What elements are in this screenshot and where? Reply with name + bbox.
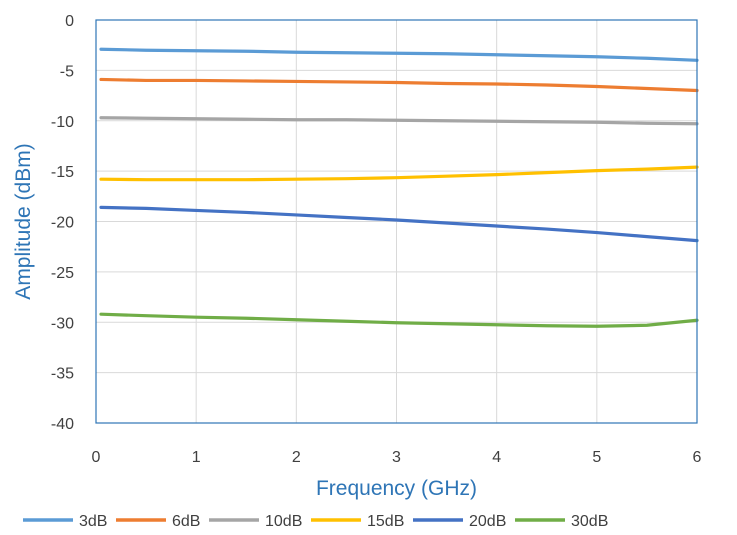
- series-lines: [99, 47, 699, 328]
- y-tick-label: -40: [51, 416, 74, 433]
- y-tick-label: -20: [51, 215, 74, 232]
- x-tick-label: 5: [592, 449, 601, 466]
- legend-label: 3dB: [79, 513, 107, 530]
- series-line-20db: [99, 205, 699, 243]
- series-line-15db: [99, 165, 699, 182]
- x-axis-ticks: 0 1 2 3 4 5 6: [92, 449, 702, 466]
- y-tick-label: 0: [65, 13, 74, 30]
- legend: 3dB 6dB 10dB 15dB 20dB 30dB: [23, 513, 608, 530]
- x-tick-label: 6: [693, 449, 702, 466]
- y-axis-ticks: 0 -5 -10 -15 -20 -25 -30 -35 -40: [51, 13, 74, 433]
- y-tick-label: -25: [51, 265, 74, 282]
- legend-label: 15dB: [367, 513, 404, 530]
- series-line-6db: [99, 77, 699, 93]
- x-tick-label: 1: [192, 449, 201, 466]
- x-tick-label: 0: [92, 449, 101, 466]
- y-tick-label: -15: [51, 164, 74, 181]
- legend-label: 20dB: [469, 513, 506, 530]
- series-line-3db: [99, 47, 699, 62]
- y-tick-label: -30: [51, 315, 74, 332]
- x-axis-title: Frequency (GHz): [316, 477, 477, 500]
- x-tick-label: 3: [392, 449, 401, 466]
- x-tick-label: 4: [492, 449, 501, 466]
- plot-area-border: [95, 19, 698, 424]
- legend-label: 6dB: [172, 513, 200, 530]
- y-tick-label: -35: [51, 366, 74, 383]
- series-line-30db: [99, 312, 699, 328]
- y-axis-title: Amplitude (dBm): [12, 143, 35, 299]
- x-tick-label: 2: [292, 449, 301, 466]
- legend-label: 30dB: [571, 513, 608, 530]
- legend-label: 10dB: [265, 513, 302, 530]
- series-line-10db: [99, 116, 699, 126]
- y-tick-label: -5: [60, 63, 74, 80]
- y-tick-label: -10: [51, 114, 74, 131]
